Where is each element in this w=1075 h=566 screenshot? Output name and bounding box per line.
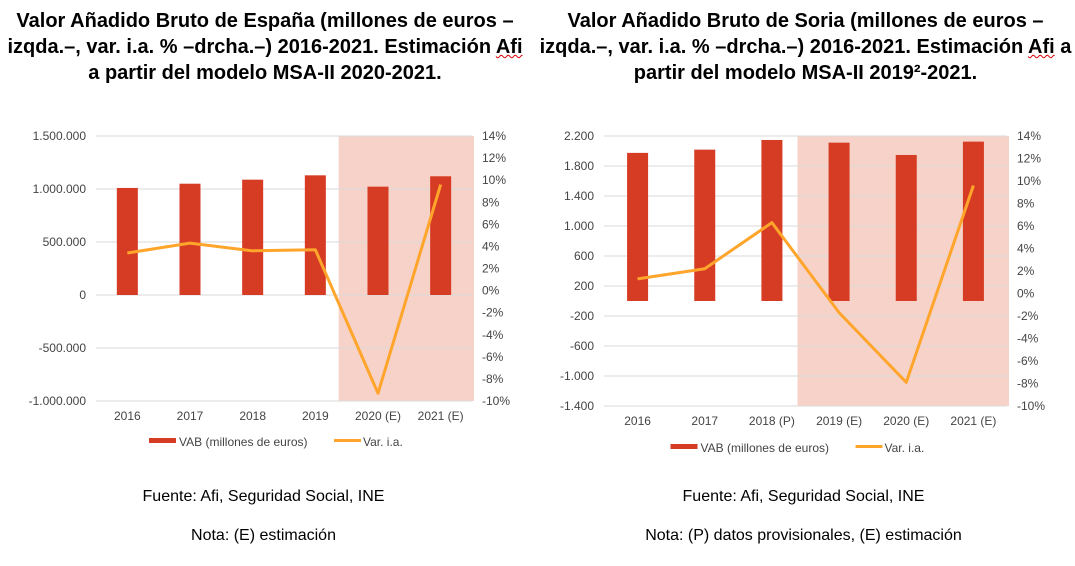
y-right-tick-label: 6%	[482, 217, 500, 231]
y-right-tick-label: 14%	[1017, 129, 1041, 143]
bar-2018	[242, 179, 264, 295]
y-left-tick-label: 1.000	[564, 219, 594, 233]
bar-2018 (P)	[761, 139, 783, 301]
y-right-tick-label: -10%	[1017, 399, 1045, 413]
legend-label-bar: VAB (millones de euros)	[179, 435, 308, 449]
bar-2021 (E)	[962, 141, 984, 301]
x-tick-label: 2017	[691, 414, 718, 428]
bar-2017	[179, 183, 201, 295]
y-left-tick-label: 2.200	[564, 129, 594, 143]
bar-2016	[116, 187, 138, 295]
y-right-tick-label: 2%	[1017, 264, 1035, 278]
bar-2019 (E)	[828, 142, 850, 301]
bar-2021 (E)	[430, 176, 452, 295]
y-right-tick-label: 0%	[482, 284, 500, 298]
x-tick-label: 2016	[114, 409, 141, 423]
x-tick-label: 2016	[624, 414, 651, 428]
y-left-tick-label: -1.000.000	[29, 394, 87, 408]
y-right-tick-label: -10%	[482, 394, 510, 408]
estimate-shade	[338, 136, 474, 401]
y-right-tick-label: 4%	[1017, 242, 1035, 256]
legend-swatch-bar	[670, 444, 698, 449]
y-left-tick-label: 1.500.000	[33, 129, 87, 143]
x-tick-label: 2020 (E)	[883, 414, 929, 428]
y-right-tick-label: 8%	[1017, 197, 1035, 211]
y-right-tick-label: -6%	[1017, 354, 1039, 368]
chart-title: Valor Añadido Bruto de España (millones …	[7, 10, 523, 84]
x-tick-label: 2021 (E)	[418, 409, 464, 423]
bar-2017	[694, 149, 716, 301]
legend-swatch-bar	[149, 438, 176, 443]
chart-title: Valor Añadido Bruto de Soria (millones d…	[539, 10, 1072, 84]
x-tick-label: 2018 (P)	[749, 414, 795, 428]
var-ia-line	[127, 184, 443, 395]
y-left-tick-label: -200	[570, 309, 594, 323]
y-right-tick-label: 10%	[1017, 174, 1041, 188]
y-left-tick-label: 1.400	[564, 189, 594, 203]
legend-label-bar: VAB (millones de euros)	[701, 441, 830, 455]
bar-2016	[627, 152, 649, 301]
y-right-tick-label: 12%	[1017, 152, 1041, 166]
y-right-tick-label: -2%	[1017, 309, 1039, 323]
y-left-tick-label: 1.000.000	[33, 182, 87, 196]
y-right-tick-label: 8%	[482, 195, 500, 209]
legend-label-line: Var. i.a.	[885, 441, 925, 455]
y-left-tick-label: -1.000	[560, 369, 594, 383]
y-left-tick-label: 200	[574, 279, 594, 293]
y-right-tick-label: -8%	[1017, 377, 1039, 391]
x-tick-label: 2021 (E)	[950, 414, 996, 428]
bar-2020 (E)	[895, 154, 917, 301]
bar-2020 (E)	[367, 186, 389, 295]
x-tick-label: 2019	[302, 409, 329, 423]
x-tick-label: 2020 (E)	[355, 409, 401, 423]
chart-espana: -1.000.000 -500.000 0 500.000 1.000.000 1.500…	[29, 129, 511, 449]
x-tick-label: 2018	[239, 409, 266, 423]
y-right-tick-label: 12%	[482, 151, 506, 165]
y-left-tick-label: 1.800	[564, 159, 594, 173]
y-left-tick-label: -600	[570, 339, 594, 353]
chart-panel-soria: Valor Añadido Bruto de Soria (millones d…	[537, 0, 1074, 566]
var-ia-line	[637, 185, 975, 384]
y-left-tick-label: 0	[79, 288, 86, 302]
y-right-tick-label: -2%	[482, 306, 504, 320]
y-right-tick-label: 0%	[1017, 287, 1035, 301]
note-text: Nota: (E) estimación	[191, 527, 336, 544]
y-right-tick-label: 14%	[482, 129, 506, 143]
y-left-tick-label: -1.400	[560, 399, 594, 413]
y-right-tick-label: 2%	[482, 262, 500, 276]
y-right-tick-label: -8%	[482, 372, 504, 386]
y-right-tick-label: 6%	[1017, 219, 1035, 233]
bar-2019	[304, 175, 326, 295]
y-left-tick-label: 500.000	[43, 235, 87, 249]
legend-label-line: Var. i.a.	[363, 435, 403, 449]
source-text: Fuente: Afi, Seguridad Social, INE	[682, 488, 925, 505]
y-right-tick-label: -4%	[482, 328, 504, 342]
y-left-tick-label: -500.000	[39, 341, 87, 355]
x-tick-label: 2017	[177, 409, 204, 423]
chart-soria: -1.400 -1.000 -600 -200 200 600 1.000 1.400 1.80…	[560, 129, 1045, 455]
y-right-tick-label: -4%	[1017, 332, 1039, 346]
y-left-tick-label: 600	[574, 249, 594, 263]
x-tick-label: 2019 (E)	[816, 414, 862, 428]
y-right-tick-label: 10%	[482, 173, 506, 187]
y-right-tick-label: -6%	[482, 350, 504, 364]
note-text: Nota: (P) datos provisionales, (E) estim…	[645, 527, 962, 544]
source-text: Fuente: Afi, Seguridad Social, INE	[142, 488, 385, 505]
y-right-tick-label: 4%	[482, 239, 500, 253]
chart-panel-espana: Valor Añadido Bruto de España (millones …	[0, 0, 537, 566]
